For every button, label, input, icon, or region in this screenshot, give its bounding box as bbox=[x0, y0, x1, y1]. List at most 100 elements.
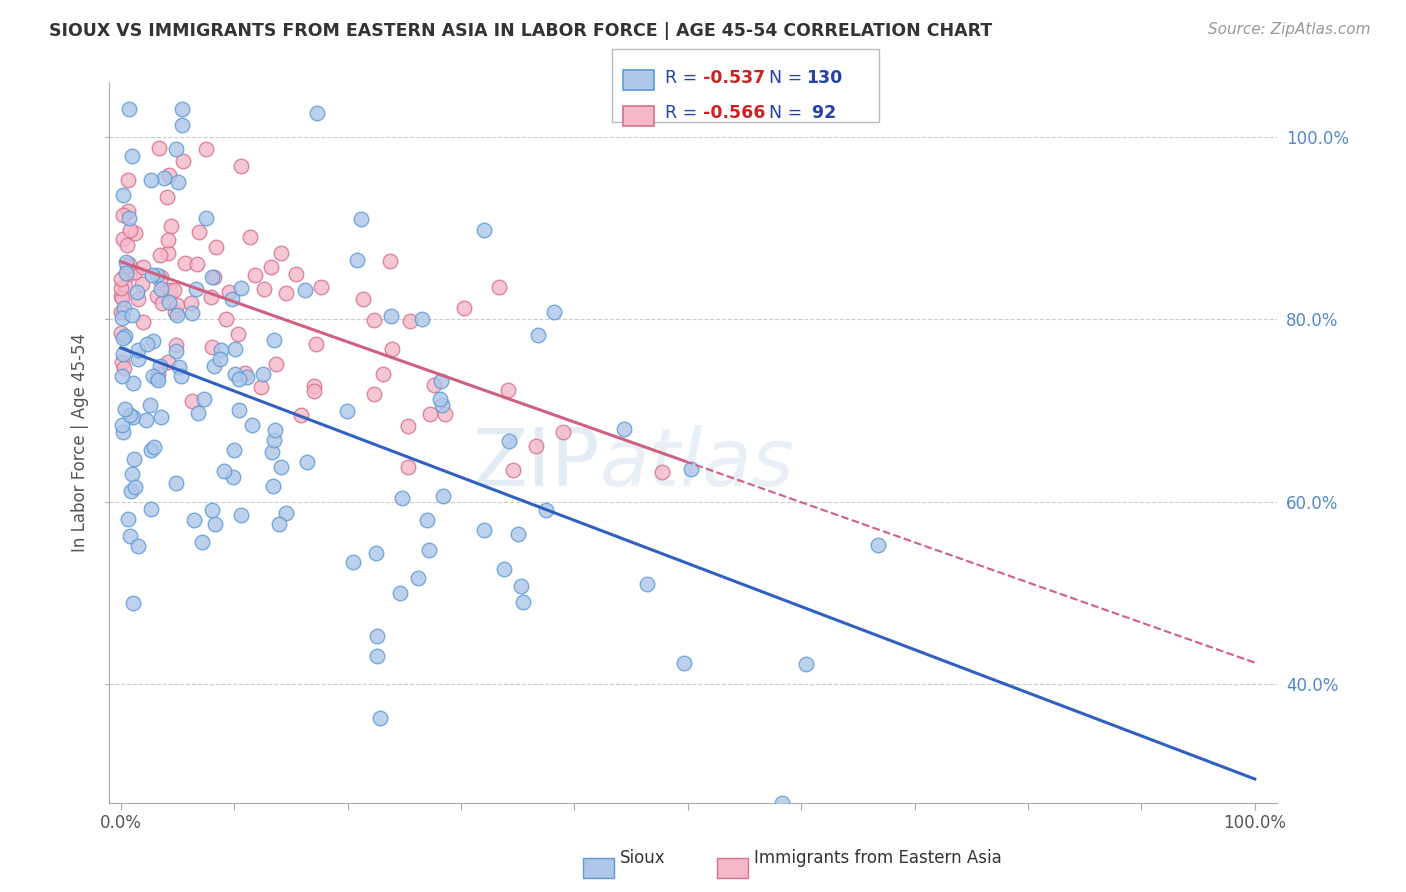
Point bbox=[166, 298, 188, 312]
Point bbox=[494, 562, 516, 576]
Point bbox=[506, 526, 529, 541]
Point bbox=[188, 225, 211, 239]
Point bbox=[651, 465, 673, 479]
Text: atlas: atlas bbox=[600, 425, 794, 503]
Point bbox=[364, 546, 387, 560]
Point bbox=[285, 267, 308, 281]
Point bbox=[124, 480, 146, 494]
Point bbox=[117, 512, 139, 526]
Point bbox=[496, 383, 519, 397]
Point bbox=[868, 538, 890, 552]
Point bbox=[430, 374, 453, 388]
Point bbox=[243, 268, 266, 283]
Point bbox=[142, 334, 165, 348]
Point bbox=[510, 579, 533, 593]
Point bbox=[636, 577, 658, 591]
Point bbox=[111, 418, 134, 433]
Point bbox=[149, 248, 172, 262]
Point bbox=[224, 367, 246, 381]
Point bbox=[305, 106, 328, 120]
Point bbox=[201, 340, 224, 354]
Point bbox=[195, 211, 218, 226]
Point bbox=[135, 413, 157, 427]
Point bbox=[114, 401, 136, 416]
Point bbox=[434, 407, 457, 421]
Point bbox=[264, 357, 287, 371]
Point bbox=[350, 212, 373, 227]
Point bbox=[391, 491, 413, 506]
Point bbox=[160, 219, 183, 233]
Point bbox=[180, 306, 202, 320]
Point bbox=[149, 410, 172, 425]
Point bbox=[231, 508, 253, 522]
Point bbox=[181, 394, 204, 409]
Point bbox=[146, 289, 169, 303]
Text: SIOUX VS IMMIGRANTS FROM EASTERN ASIA IN LABOR FORCE | AGE 45-54 CORRELATION CHA: SIOUX VS IMMIGRANTS FROM EASTERN ASIA IN… bbox=[49, 22, 993, 40]
Point bbox=[309, 279, 332, 293]
Point bbox=[149, 282, 172, 296]
Point bbox=[156, 245, 179, 260]
Point bbox=[534, 503, 557, 517]
Point bbox=[264, 423, 287, 437]
Point bbox=[302, 384, 325, 398]
Point bbox=[139, 501, 162, 516]
Point bbox=[209, 343, 232, 357]
Point bbox=[112, 207, 135, 221]
Point bbox=[110, 289, 132, 303]
Point bbox=[498, 434, 520, 449]
Point bbox=[180, 296, 202, 310]
Point bbox=[117, 260, 139, 274]
Point bbox=[163, 304, 186, 318]
Point bbox=[472, 223, 495, 237]
Point bbox=[226, 326, 249, 341]
Point bbox=[297, 454, 319, 468]
Point bbox=[142, 369, 165, 384]
Text: 92: 92 bbox=[806, 104, 837, 122]
Point bbox=[524, 439, 547, 453]
Point bbox=[112, 347, 135, 361]
Point bbox=[148, 367, 170, 381]
Point bbox=[346, 253, 368, 268]
Point bbox=[260, 260, 283, 274]
Y-axis label: In Labor Force | Age 45-54: In Labor Force | Age 45-54 bbox=[72, 333, 89, 552]
Point bbox=[115, 267, 138, 281]
Point bbox=[794, 657, 817, 671]
Point bbox=[221, 292, 243, 306]
Point bbox=[396, 419, 419, 434]
Point bbox=[191, 535, 214, 549]
Point bbox=[141, 268, 163, 283]
Point bbox=[240, 417, 263, 432]
Point bbox=[488, 280, 510, 294]
Point bbox=[156, 190, 179, 204]
Point bbox=[111, 425, 134, 439]
Point bbox=[117, 172, 139, 186]
Point bbox=[366, 649, 388, 664]
Text: 130: 130 bbox=[806, 69, 842, 87]
Point bbox=[124, 226, 146, 240]
Point bbox=[166, 175, 188, 189]
Point bbox=[114, 255, 136, 269]
Point bbox=[127, 351, 149, 366]
Point bbox=[201, 503, 224, 517]
Point bbox=[381, 342, 404, 356]
Point bbox=[159, 283, 181, 297]
Point bbox=[172, 102, 194, 116]
Point bbox=[235, 369, 257, 384]
Point bbox=[274, 286, 297, 301]
Point bbox=[114, 329, 136, 343]
Text: Source: ZipAtlas.com: Source: ZipAtlas.com bbox=[1208, 22, 1371, 37]
Point bbox=[527, 327, 550, 342]
Point bbox=[418, 542, 440, 557]
Point bbox=[122, 596, 145, 610]
Point bbox=[416, 513, 439, 527]
Point bbox=[388, 586, 411, 600]
Point bbox=[252, 368, 274, 382]
Point bbox=[121, 149, 143, 163]
Point bbox=[228, 372, 250, 386]
Point bbox=[118, 267, 141, 281]
Point bbox=[218, 285, 240, 299]
Point bbox=[204, 517, 226, 532]
Point bbox=[122, 451, 145, 466]
Point bbox=[673, 656, 696, 670]
Point bbox=[112, 331, 135, 345]
